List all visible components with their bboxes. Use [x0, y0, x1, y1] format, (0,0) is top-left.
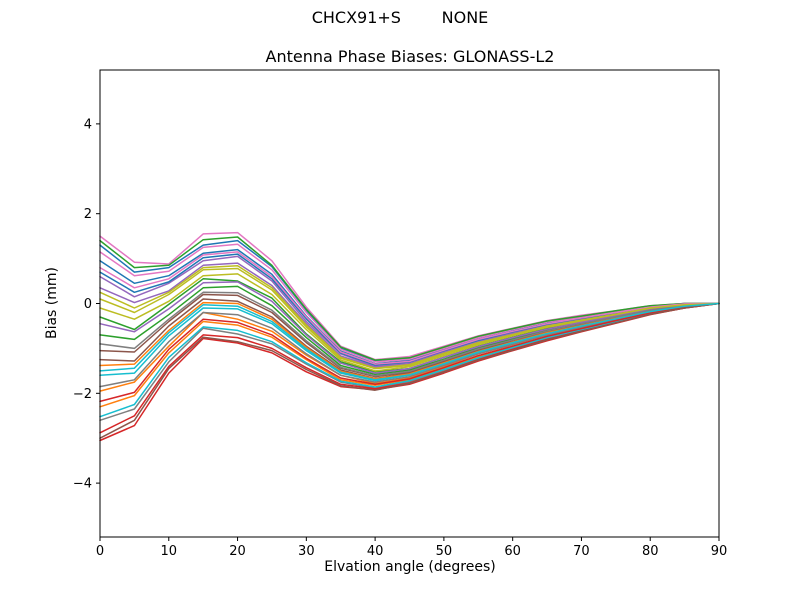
y-tick-label: 4: [84, 117, 92, 132]
x-tick-label: 70: [573, 544, 590, 559]
x-tick-label: 60: [504, 544, 521, 559]
series-line: [99, 251, 720, 365]
series-line: [99, 236, 720, 361]
x-tick-label: 90: [711, 544, 728, 559]
figure-suptitle: CHCX91+S NONE: [311, 8, 489, 27]
y-tick-label: 0: [84, 297, 92, 312]
x-axis-label: Elvation angle (degrees): [324, 559, 496, 575]
series-line: [99, 302, 720, 439]
y-tick-label: 2: [84, 207, 92, 222]
series-line: [99, 265, 720, 369]
series-line: [99, 291, 720, 377]
x-tick-label: 10: [161, 544, 178, 559]
series-line: [99, 273, 720, 372]
y-tick-label: −4: [73, 477, 92, 492]
x-tick-label: 80: [642, 544, 659, 559]
x-tick-label: 30: [298, 544, 315, 559]
series-line: [99, 302, 720, 381]
series-line: [99, 302, 720, 388]
axes-title: Antenna Phase Biases: GLONASS-L2: [265, 47, 555, 66]
series-line: [99, 243, 720, 363]
x-tick-label: 40: [367, 544, 384, 559]
y-tick-label: −2: [73, 387, 92, 402]
series-line: [99, 302, 720, 403]
x-tick-label: 50: [436, 544, 453, 559]
x-tick-label: 0: [96, 544, 104, 559]
series-line: [99, 302, 720, 418]
series-line: [99, 281, 720, 374]
x-tick-label: 20: [229, 544, 246, 559]
y-axis-label: Bias (mm): [44, 266, 60, 340]
